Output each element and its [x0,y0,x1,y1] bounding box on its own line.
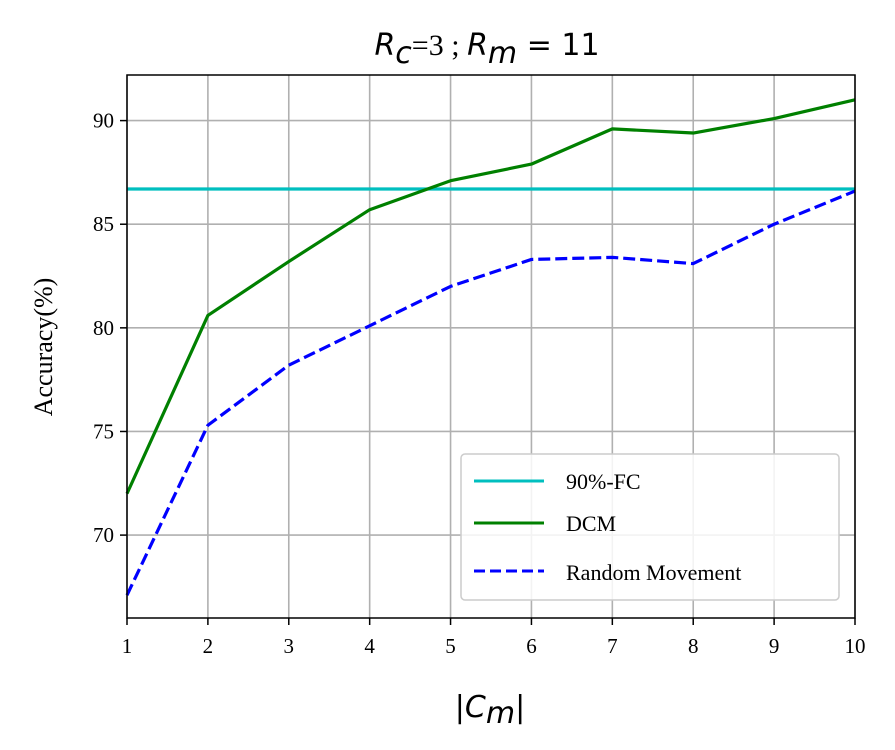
y-tick-label-90: 90 [93,109,114,133]
y-axis-label: Accuracy(%) [29,278,58,417]
chart-title: Rc=3 ; Rm = 11 [374,28,599,71]
x-tick-label-10: 10 [845,634,866,658]
axis-ticks: 1 2 3 4 5 6 7 8 9 10 70 75 80 85 90 [93,109,866,658]
x-tick-label-4: 4 [364,634,375,658]
x-tick-label-7: 7 [607,634,618,658]
x-tick-label-8: 8 [688,634,699,658]
plot-frame [126,74,856,619]
x-tick-label-9: 9 [769,634,780,658]
legend-box [460,453,840,601]
y-tick-label-85: 85 [93,212,114,236]
x-tick-label-2: 2 [203,634,214,658]
y-tick-label-70: 70 [93,523,114,547]
x-axis-label: |Cm| [455,690,525,731]
series-lines [125,98,856,596]
x-tick-label-6: 6 [526,634,537,658]
series-line-dcm [125,98,856,495]
y-tick-label-75: 75 [93,419,114,443]
legend-label-random-movement: Random Movement [566,560,741,585]
legend: 90%-FC DCM Random Movement [460,453,840,601]
y-tick-label-80: 80 [93,316,114,340]
x-tick-label-5: 5 [445,634,456,658]
x-tick-label-3: 3 [284,634,295,658]
legend-label-90fc: 90%-FC [566,469,641,494]
legend-label-dcm: DCM [566,511,616,536]
x-tick-label-1: 1 [122,634,133,658]
series-line-random-movement [125,189,856,596]
